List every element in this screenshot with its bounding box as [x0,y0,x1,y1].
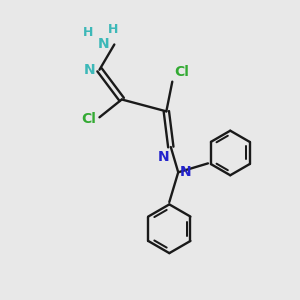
Text: Cl: Cl [82,112,97,126]
Text: Cl: Cl [174,65,189,79]
Text: H: H [82,26,93,38]
Text: N: N [158,150,169,164]
Text: N: N [83,63,95,77]
Text: H: H [108,22,118,36]
Text: N: N [98,38,110,52]
Text: N: N [180,165,191,179]
